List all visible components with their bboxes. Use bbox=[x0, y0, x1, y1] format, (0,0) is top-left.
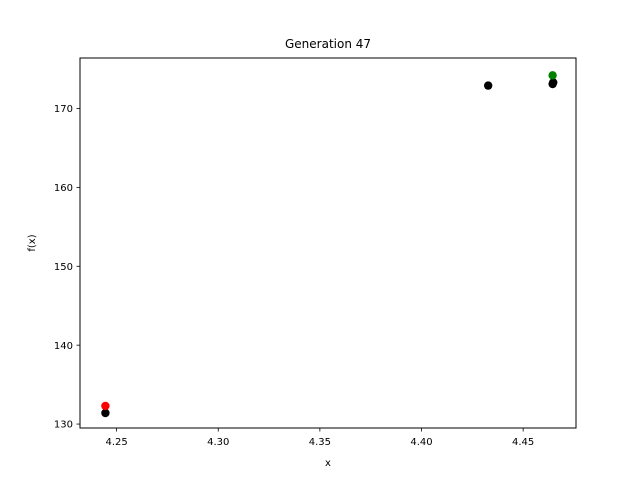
plot-frame bbox=[79, 57, 577, 429]
x-tick-label: 4.35 bbox=[309, 437, 331, 448]
y-tick-label: 170 bbox=[54, 104, 73, 115]
x-tick-label: 4.30 bbox=[207, 437, 229, 448]
y-axis-label: f(x) bbox=[27, 234, 38, 251]
y-tick-label: 160 bbox=[54, 183, 73, 194]
data-point bbox=[101, 401, 110, 411]
data-point bbox=[549, 78, 558, 87]
data-point bbox=[101, 408, 110, 418]
x-tick-label: 4.25 bbox=[105, 437, 127, 448]
y-tick-label: 150 bbox=[54, 262, 73, 273]
x-tick-label: 4.45 bbox=[512, 437, 534, 448]
plot-marks bbox=[101, 71, 558, 418]
x-tick-label: 4.40 bbox=[410, 437, 432, 448]
y-tick-label: 130 bbox=[54, 420, 73, 431]
x-axis-ticks: 4.25 4.30 4.35 4.40 4.45 bbox=[105, 428, 534, 448]
data-point bbox=[548, 71, 557, 80]
chart-title: Generation 47 bbox=[285, 37, 371, 51]
y-tick-label: 140 bbox=[54, 341, 73, 352]
data-point bbox=[483, 81, 493, 90]
y-axis-ticks: 130 140 150 160 170 bbox=[54, 104, 80, 431]
x-axis-label: x bbox=[325, 458, 331, 469]
